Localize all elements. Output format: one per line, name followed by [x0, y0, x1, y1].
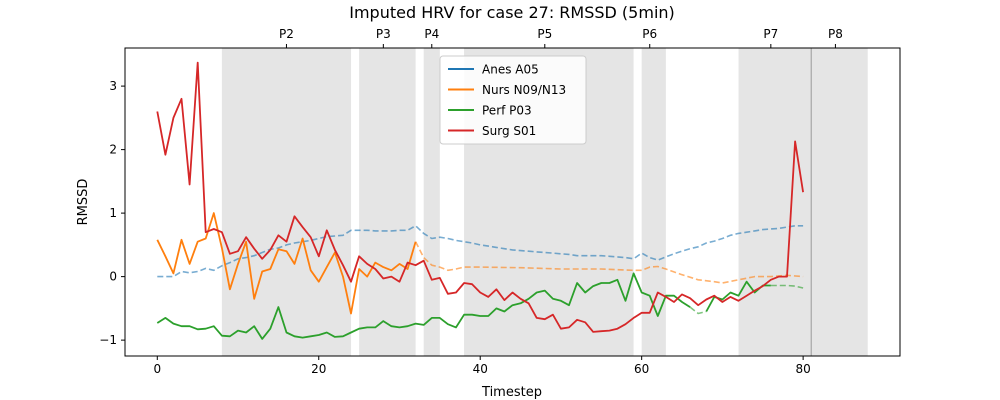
- y-tick-label: 1: [109, 206, 117, 220]
- phase-label-p5: P5: [537, 27, 552, 41]
- phase-label-p4: P4: [424, 27, 439, 41]
- y-tick-label: 0: [109, 270, 117, 284]
- phase-label-p2: P2: [279, 27, 294, 41]
- phase-band-p2: [221, 48, 352, 356]
- series-lines: [156, 61, 804, 340]
- phase-label-p3: P3: [376, 27, 391, 41]
- phase-band-p4: [423, 48, 440, 356]
- legend-label: Surg S01: [482, 124, 536, 138]
- series-line-nurs-n09-n13-1: [414, 241, 804, 284]
- x-tick-label: 40: [473, 362, 488, 376]
- x-axis: 0 20 40 60 80: [153, 356, 811, 376]
- y-axis-label: RMSSD: [76, 179, 91, 226]
- series-line-surg-s01-0: [156, 61, 804, 333]
- x-axis-label: Timestep: [481, 385, 542, 400]
- x-tick-label: 60: [634, 362, 649, 376]
- x-tick-label: 80: [795, 362, 810, 376]
- chart-title: Imputed HRV for case 27: RMSSD (5min): [349, 3, 675, 22]
- phase-band-p8: [811, 48, 868, 356]
- y-axis: −1 0 1 2 3: [99, 79, 125, 347]
- phase-axis-top: P2 P3 P4 P5 P6 P7 P8: [279, 27, 843, 48]
- phase-band-p3: [359, 48, 416, 356]
- x-tick-label: 20: [311, 362, 326, 376]
- y-tick-label: −1: [99, 333, 117, 347]
- legend-box: [439, 55, 587, 145]
- y-tick-label: 3: [109, 79, 117, 93]
- series-line-perf-p03-1: [689, 306, 707, 315]
- phase-label-p6: P6: [642, 27, 657, 41]
- phase-shading: [221, 48, 868, 356]
- legend-label: Anes A05: [482, 63, 539, 77]
- y-tick-label: 2: [109, 143, 117, 157]
- x-tick-label: 0: [153, 362, 161, 376]
- phase-band-p6: [641, 48, 666, 356]
- legend-label: Nurs N09/N13: [482, 83, 566, 97]
- phase-band-p7: [738, 48, 812, 356]
- legend-label: Perf P03: [482, 104, 532, 118]
- legend: Anes A05 Nurs N09/N13 Perf P03 Surg S01: [439, 55, 587, 145]
- series-line-perf-p03-3: [770, 284, 804, 289]
- phase-label-p7: P7: [763, 27, 778, 41]
- series-line-perf-p03-0: [156, 272, 691, 340]
- phase-label-p8: P8: [828, 27, 843, 41]
- plot-frame: [124, 47, 901, 357]
